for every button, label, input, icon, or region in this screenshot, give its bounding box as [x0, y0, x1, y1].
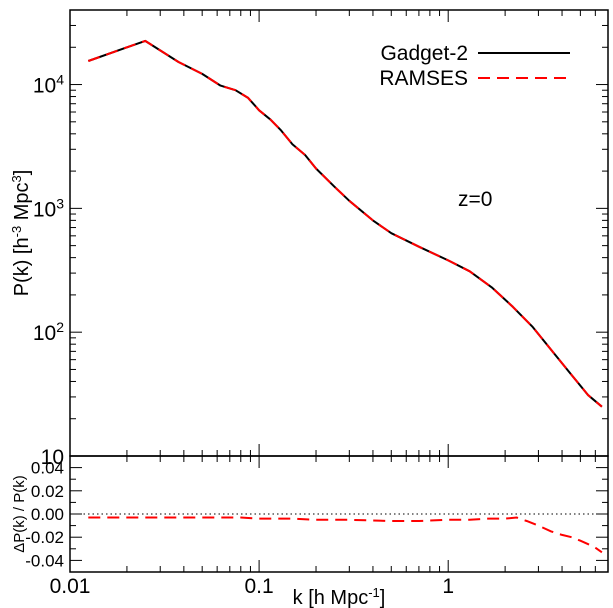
legend-label-gadget2: Gadget-2	[380, 42, 468, 65]
resid-ytick-label: 0.02	[31, 482, 64, 501]
residual-ticks	[69, 455, 609, 573]
main-ytick-label: 102	[33, 319, 64, 345]
residual-ytick-labels: 0.04 0.02 0.00 -0.02 -0.04	[25, 459, 64, 571]
resid-ytick-label: -0.02	[25, 528, 64, 547]
redshift-annotation: z=0	[458, 188, 492, 211]
xtick-label: 0.01	[50, 575, 91, 598]
main-ytick-labels: 10 102 103 104	[33, 72, 64, 469]
legend: Gadget-2 RAMSES	[379, 42, 570, 90]
main-series-gadget-2	[87, 39, 603, 408]
main-series-ramses	[87, 39, 603, 408]
main-ytick-label: 104	[33, 72, 64, 98]
main-panel-frame	[69, 9, 609, 457]
residual-series-group	[88, 516, 603, 554]
xtick-label: 1	[442, 575, 454, 598]
xtick-labels: 0.01 0.1 1	[50, 575, 454, 598]
main-ytick-label: 103	[33, 195, 64, 221]
residual-series-ramses	[88, 516, 603, 554]
xlabel: k [h Mpc-1]	[293, 585, 386, 608]
residual-panel-frame	[69, 455, 609, 573]
main-ylabel: P(k) [h-3 Mpc3]	[9, 170, 34, 297]
xtick-label: 0.1	[244, 575, 273, 598]
resid-ytick-label: -0.04	[25, 551, 64, 570]
main-ticks	[69, 9, 609, 457]
main-series-group	[87, 39, 603, 408]
legend-label-ramses: RAMSES	[379, 67, 468, 90]
resid-ytick-label: 0.04	[31, 459, 64, 478]
main-ytick-label: 10	[41, 446, 64, 469]
resid-ytick-label: 0.00	[31, 505, 64, 524]
residual-ylabel: ΔP(k) / P(k)	[11, 475, 28, 553]
